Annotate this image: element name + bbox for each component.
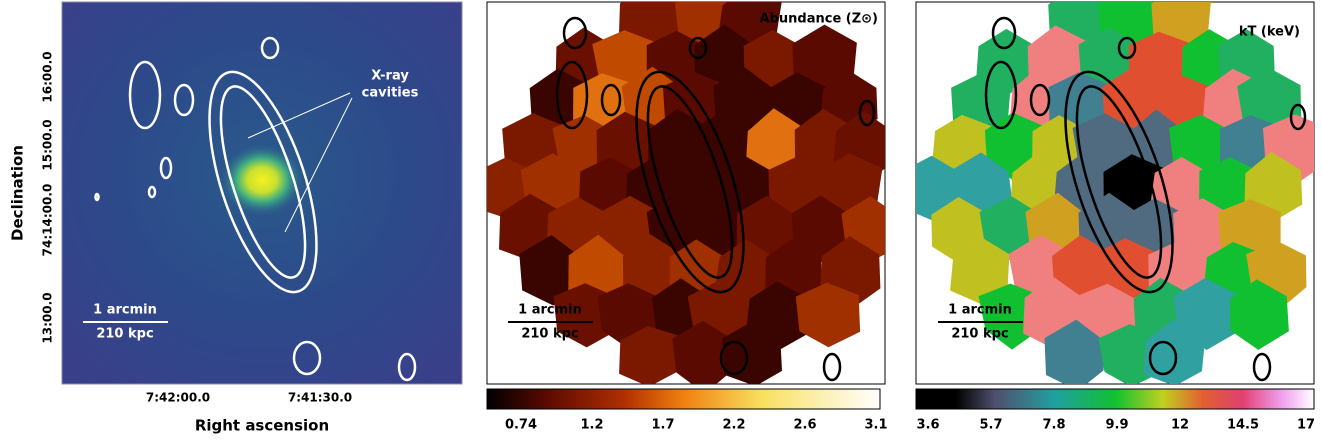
annotation: X-ray — [371, 69, 409, 84]
y-axis-label: Declination — [9, 145, 27, 241]
colorbar-tick-label: 17 — [1297, 418, 1315, 433]
scale-bar-label: 210 kpc — [96, 327, 153, 342]
colorbar — [486, 388, 881, 410]
colorbar — [915, 388, 1315, 410]
colorbar-tick-label: 2.6 — [793, 418, 816, 433]
x-tick-label: 7:42:00.0 — [146, 391, 210, 405]
x-axis-label: Right ascension — [195, 417, 329, 435]
scale-bar-label: 1 arcmin — [518, 303, 582, 318]
colorbar-tick-label: 2.2 — [722, 418, 745, 433]
colorbar-tick-label: 3.1 — [864, 418, 887, 433]
bin-cell — [976, 28, 1039, 95]
cavity-pointers — [247, 92, 353, 233]
y-tick-label: 16:00.0 — [41, 51, 55, 102]
bin-cell — [619, 326, 681, 384]
colorbar-tick-label: 7.8 — [1042, 418, 1065, 433]
cells — [487, 2, 885, 384]
y-tick-label: 13:00.0 — [41, 292, 55, 343]
panel-title: Abundance (Z⊙) — [760, 12, 878, 27]
scale-bar-label: 1 arcmin — [93, 303, 157, 318]
scale-bar-label: 210 kpc — [951, 327, 1008, 342]
colorbar-tick-label: 3.6 — [916, 418, 939, 433]
annotation: cavities — [362, 86, 419, 101]
bin-cell — [795, 282, 861, 348]
radio-contours — [94, 36, 417, 382]
x-tick-label: 7:41:30.0 — [288, 391, 352, 405]
bin-cell — [1044, 319, 1104, 384]
colorbar-tick-label: 1.2 — [580, 418, 603, 433]
colorbar-tick-label: 0.74 — [505, 418, 537, 433]
bin-cell — [672, 320, 732, 384]
bin-cell — [519, 235, 581, 306]
bin-cell — [950, 236, 1010, 305]
scale-bar-label: 1 arcmin — [948, 303, 1012, 318]
colorbar-tick-label: 9.9 — [1105, 418, 1128, 433]
y-tick-label: 74:14:00.0 — [41, 184, 55, 257]
panel-title: kT (keV) — [1239, 25, 1300, 40]
bin-cell — [1230, 279, 1289, 350]
y-tick-label: 15:00.0 — [41, 119, 55, 170]
radio-contours — [555, 16, 1307, 382]
bin-cell — [722, 320, 782, 384]
colorbar-tick-label: 14.5 — [1227, 418, 1259, 433]
colorbar-tick-label: 12 — [1171, 418, 1189, 433]
colorbar-tick-label: 5.7 — [979, 418, 1002, 433]
xray-core — [220, 144, 304, 216]
scale-bar-label: 210 kpc — [521, 327, 578, 342]
colorbar-tick-label: 1.7 — [651, 418, 674, 433]
